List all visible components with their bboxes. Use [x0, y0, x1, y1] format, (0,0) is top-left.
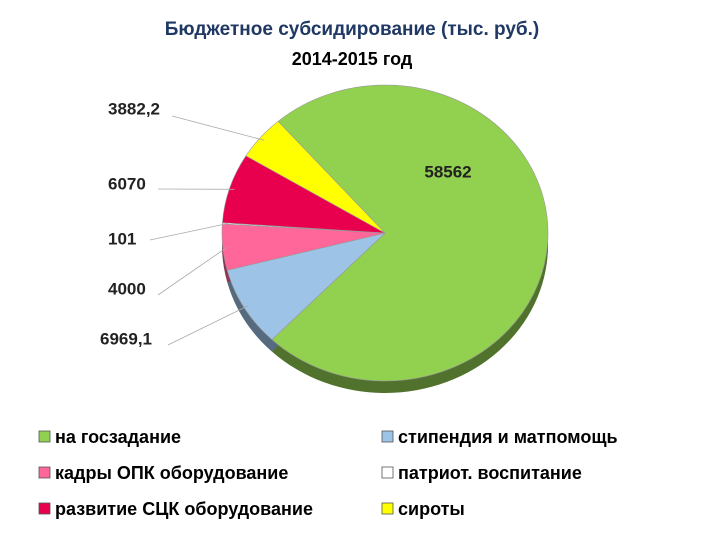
- data-label: 101: [108, 229, 136, 248]
- pie-slice: [245, 120, 386, 234]
- leader-line: [149, 223, 228, 241]
- legend-swatch: [381, 466, 394, 479]
- data-label: 6969,1: [100, 329, 152, 348]
- leader-line: [171, 115, 265, 141]
- legend-swatch: [38, 466, 51, 479]
- pie-slice: [271, 84, 549, 382]
- legend-swatch: [38, 502, 51, 515]
- chart-title: Бюджетное субсидирование (тыс. руб.): [165, 19, 540, 40]
- chart-subtitle: 2014-2015 год: [292, 49, 413, 69]
- legend-label: стипендия и матпомощь: [398, 427, 618, 447]
- legend-swatch: [381, 430, 394, 443]
- labels: 58562 6969,1 4000 101 6070 3882,2 на госзадани…: [38, 99, 618, 519]
- leader-line: [157, 246, 228, 296]
- data-label: 3882,2: [108, 99, 160, 118]
- leader-line: [167, 305, 249, 346]
- legend-label: на госзадание: [55, 427, 181, 447]
- data-label: 4000: [108, 279, 146, 298]
- legend-label: патриот. воспитание: [398, 463, 582, 483]
- data-label: 58562: [424, 162, 471, 181]
- legend-label: развитие СЦК оборудование: [55, 499, 313, 519]
- pie-tops: [221, 84, 549, 382]
- legend-swatch: [381, 502, 394, 515]
- legend-swatch: [38, 430, 51, 443]
- legend-label: кадры ОПК оборудование: [55, 463, 288, 483]
- data-label: 6070: [108, 174, 146, 193]
- legend-label: сироты: [398, 499, 465, 519]
